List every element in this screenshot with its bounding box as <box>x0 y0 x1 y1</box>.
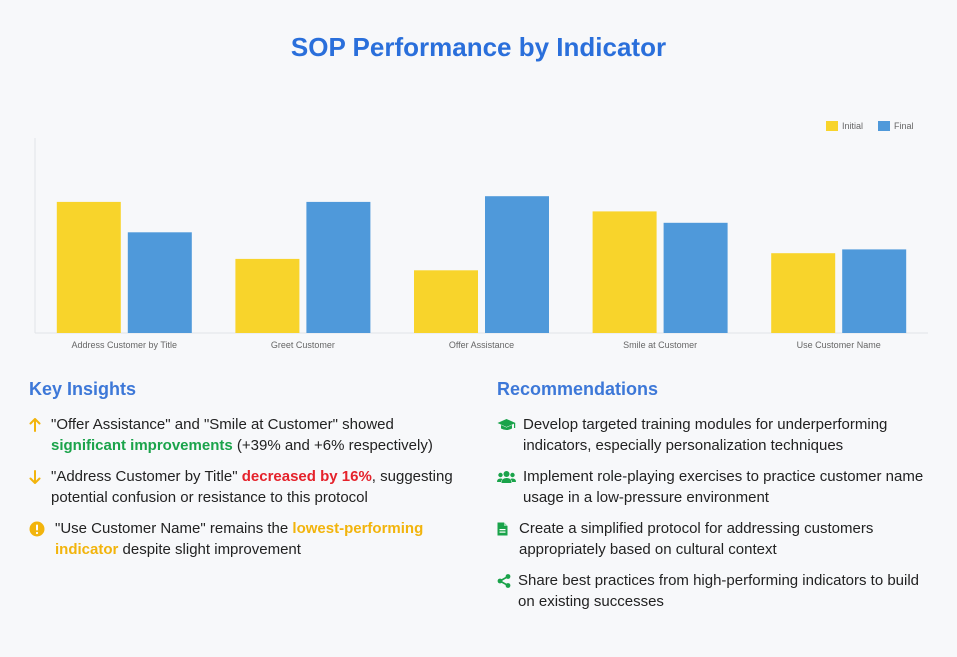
bar-initial-2 <box>235 258 300 333</box>
file-icon <box>497 518 515 539</box>
x-axis-labels: Address Customer by Title Greet Customer O… <box>72 340 881 350</box>
legend-label-initial: Initial <box>842 121 863 131</box>
bar-final-5 <box>842 249 907 333</box>
key-insights-list: "Offer Assistance" and "Smile at Custome… <box>29 414 459 570</box>
x-tick-label: Address Customer by Title <box>72 340 178 350</box>
chart-bars <box>56 196 907 333</box>
arrow-up-icon <box>29 414 47 435</box>
bar-initial-5 <box>771 253 836 333</box>
insight-item: "Use Customer Name" remains the lowest-p… <box>29 518 459 560</box>
x-tick-label: Greet Customer <box>271 340 335 350</box>
x-tick-label: Use Customer Name <box>797 340 881 350</box>
legend-label-final: Final <box>894 121 914 131</box>
bar-final-2 <box>306 201 371 333</box>
recommendation-item: Create a simplified protocol for address… <box>497 518 932 560</box>
bar-final-3 <box>485 196 549 333</box>
legend-swatch-initial <box>826 121 838 131</box>
recommendations-list: Develop targeted training modules for un… <box>497 414 932 622</box>
insight-highlight: significant improvements <box>51 437 233 454</box>
page-title: SOP Performance by Indicator <box>290 32 667 62</box>
graduation-cap-icon <box>497 414 519 435</box>
bar-initial-1 <box>56 201 121 333</box>
insight-item: "Offer Assistance" and "Smile at Custome… <box>29 414 459 456</box>
chart-legend: Initial Final <box>826 121 914 131</box>
arrow-down-icon <box>29 466 47 487</box>
recommendation-item: Develop targeted training modules for un… <box>497 414 932 456</box>
key-insights-title: Key Insights <box>29 379 137 399</box>
recommendation-item: Share best practices from high-performin… <box>497 570 932 612</box>
insight-highlight: decreased by 16% <box>241 468 372 485</box>
recommendations-title: Recommendations <box>497 379 659 399</box>
bar-final-1 <box>127 232 192 333</box>
x-tick-label: Offer Assistance <box>449 340 514 350</box>
users-icon <box>497 466 519 487</box>
bar-initial-3 <box>414 270 478 333</box>
x-tick-label: Smile at Customer <box>623 340 697 350</box>
share-icon <box>497 570 514 591</box>
bar-chart: Initial Final Address Customer by Title Gr… <box>34 121 928 350</box>
exclamation-circle-icon <box>29 518 51 539</box>
bar-final-4 <box>663 222 728 333</box>
legend-swatch-final <box>878 121 890 131</box>
bar-initial-4 <box>592 211 657 333</box>
insight-item: "Address Customer by Title" decreased by… <box>29 466 459 508</box>
recommendation-item: Implement role-playing exercises to prac… <box>497 466 932 508</box>
insight-highlight: lowest-performing indicator <box>55 520 424 558</box>
